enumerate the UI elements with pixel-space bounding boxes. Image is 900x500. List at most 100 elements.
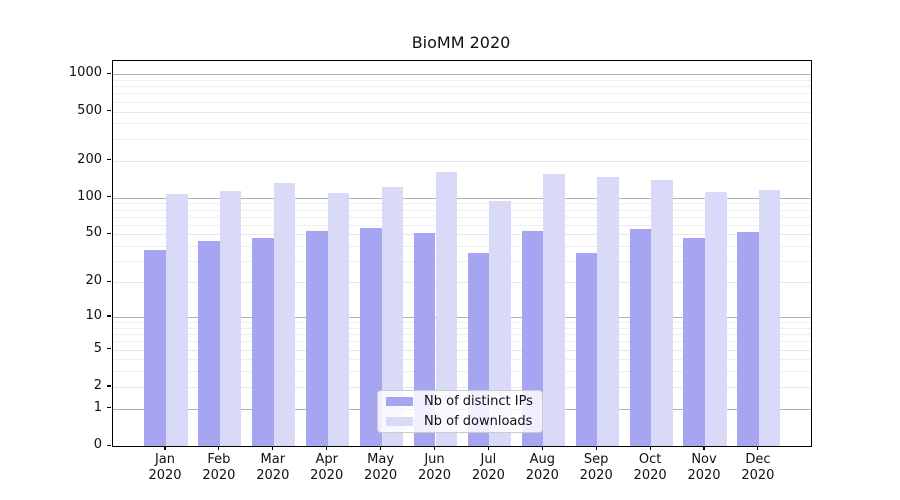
legend: Nb of distinct IPs Nb of downloads <box>377 390 543 433</box>
x-tick-month: Sep <box>583 452 609 467</box>
bar-downloads-oct <box>651 180 673 446</box>
x-tick-month: Mar <box>260 452 286 467</box>
x-tick-year: 2020 <box>633 468 667 483</box>
x-tick-label: Mar 2020 <box>243 452 303 484</box>
y-tick-mark <box>107 385 111 387</box>
bar-ips-dec <box>737 232 759 446</box>
x-tick-label: Dec 2020 <box>728 452 788 484</box>
x-tick-month: Jan <box>154 452 176 467</box>
x-tick-mark <box>757 446 759 450</box>
x-tick-year: 2020 <box>741 468 775 483</box>
gridline-20 <box>113 282 811 284</box>
x-tick-year: 2020 <box>364 468 398 483</box>
x-tick-mark <box>272 446 274 450</box>
x-tick-mark <box>541 446 543 450</box>
bar-downloads-nov <box>705 191 727 446</box>
gridline-minor <box>113 359 811 361</box>
x-tick-label: Apr 2020 <box>297 452 357 484</box>
gridline-minor <box>113 334 811 336</box>
y-tick-label: 1 <box>93 399 102 415</box>
gridline-500 <box>113 111 811 113</box>
legend-row: Nb of distinct IPs <box>378 393 542 411</box>
gridline-10 <box>113 316 811 318</box>
x-tick-year: 2020 <box>310 468 344 483</box>
y-tick-label: 0 <box>93 437 102 452</box>
bar-ips-jan <box>144 250 166 446</box>
bar-ips-oct <box>629 229 652 446</box>
bar-ips-nov <box>683 237 705 446</box>
x-tick-mark <box>326 446 328 450</box>
bar-ips-apr <box>306 231 328 446</box>
x-tick-year: 2020 <box>687 468 721 483</box>
x-tick-year: 2020 <box>579 468 613 483</box>
y-tick-label: 100 <box>77 188 102 204</box>
x-tick-month: Feb <box>207 452 231 467</box>
x-tick-month: Nov <box>691 452 717 467</box>
x-tick-label: Oct 2020 <box>620 452 680 484</box>
y-tick-mark <box>107 315 111 317</box>
y-tick-label: 20 <box>85 273 102 289</box>
gridline-100 <box>113 197 811 199</box>
x-tick-month: Apr <box>315 452 338 467</box>
y-tick-mark <box>107 110 111 112</box>
x-tick-label: Jul 2020 <box>458 452 518 484</box>
y-tick-mark <box>107 196 111 198</box>
x-tick-mark <box>218 446 220 450</box>
bar-ips-sep <box>575 253 598 446</box>
gridline-minor <box>113 93 811 95</box>
x-tick-mark <box>380 446 382 450</box>
x-tick-label: Jan 2020 <box>135 452 195 484</box>
x-tick-month: May <box>367 452 395 467</box>
x-tick-mark <box>487 446 489 450</box>
gridline-5 <box>113 349 811 351</box>
legend-label: Nb of distinct IPs <box>424 394 533 410</box>
x-tick-label: Sep 2020 <box>566 452 626 484</box>
x-tick-year: 2020 <box>525 468 559 483</box>
gridline-minor <box>113 209 811 211</box>
bar-ips-mar <box>252 237 274 446</box>
legend-label: Nb of downloads <box>424 413 533 429</box>
gridline-minor <box>113 224 811 226</box>
y-tick-label: 500 <box>77 102 102 118</box>
bar-downloads-feb <box>219 190 242 446</box>
x-tick-month: Aug <box>529 452 555 467</box>
gridline-minor <box>113 138 811 140</box>
bar-downloads-dec <box>758 190 781 446</box>
x-tick-month: Dec <box>745 452 771 467</box>
gridline-minor <box>113 216 811 218</box>
gridline-1000 <box>113 74 811 76</box>
gridline-minor <box>113 101 811 103</box>
gridline-minor <box>113 86 811 88</box>
y-tick-mark <box>107 444 111 446</box>
x-tick-year: 2020 <box>417 468 452 483</box>
bar-downloads-jul <box>489 200 511 446</box>
x-tick-label: Aug 2020 <box>512 452 572 484</box>
y-tick-mark <box>107 280 111 282</box>
gridline-minor <box>113 261 811 263</box>
x-tick-mark <box>164 446 166 450</box>
x-tick-mark <box>433 446 436 450</box>
gridline-2 <box>113 386 811 388</box>
plot-area <box>112 60 812 447</box>
x-tick-mark <box>649 446 651 450</box>
y-tick-label: 2 <box>93 377 102 393</box>
bar-downloads-aug <box>543 174 565 446</box>
y-tick-mark <box>107 159 111 161</box>
bar-ips-feb <box>198 241 220 446</box>
legend-swatch <box>386 416 413 426</box>
x-tick-month: Jul <box>480 452 497 467</box>
gridline-minor <box>113 123 811 125</box>
bar-downloads-jan <box>166 193 188 446</box>
x-tick-year: 2020 <box>148 468 182 483</box>
x-tick-mark <box>703 446 705 450</box>
gridline-minor <box>113 322 811 324</box>
gridline-minor <box>113 371 811 373</box>
bar-downloads-jun <box>435 172 458 446</box>
bar-ips-may <box>360 227 382 446</box>
gridline-minor <box>113 327 811 329</box>
legend-swatch <box>386 397 413 407</box>
x-tick-year: 2020 <box>202 468 236 483</box>
x-tick-month: Oct <box>638 452 662 467</box>
gridline-minor <box>113 341 811 343</box>
